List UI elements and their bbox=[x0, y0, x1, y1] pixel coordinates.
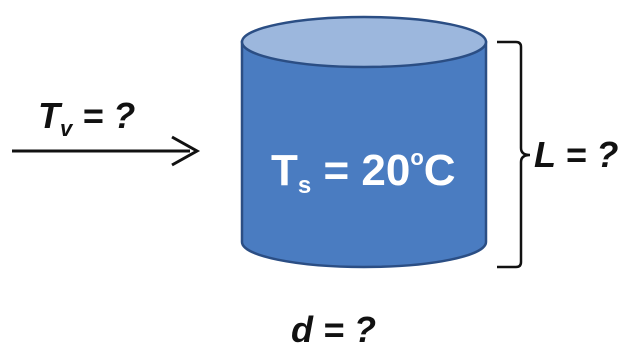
surface-temperature-unit: C bbox=[424, 146, 456, 195]
surface-temperature-label: Ts = 20oC bbox=[271, 145, 456, 199]
surface-temperature-degree: o bbox=[410, 145, 423, 170]
surface-temperature-equals: = 20 bbox=[311, 146, 410, 195]
length-label: L = ? bbox=[534, 134, 618, 175]
flow-arrow bbox=[12, 135, 201, 167]
velocity-label-subscript: v bbox=[60, 116, 74, 141]
velocity-label-rest: = ? bbox=[72, 95, 135, 136]
diameter-label: d = ? bbox=[291, 309, 376, 350]
length-bracket bbox=[497, 40, 531, 269]
cylinder bbox=[240, 15, 488, 269]
surface-temperature-subscript: s bbox=[298, 172, 311, 199]
flow-arrow-head bbox=[171, 135, 201, 167]
cylinder-body bbox=[240, 40, 488, 269]
velocity-label: Tv = ? bbox=[38, 95, 135, 141]
surface-temperature-main: T bbox=[271, 146, 298, 195]
cylinder-top bbox=[240, 15, 488, 69]
velocity-label-main: T bbox=[38, 95, 63, 136]
